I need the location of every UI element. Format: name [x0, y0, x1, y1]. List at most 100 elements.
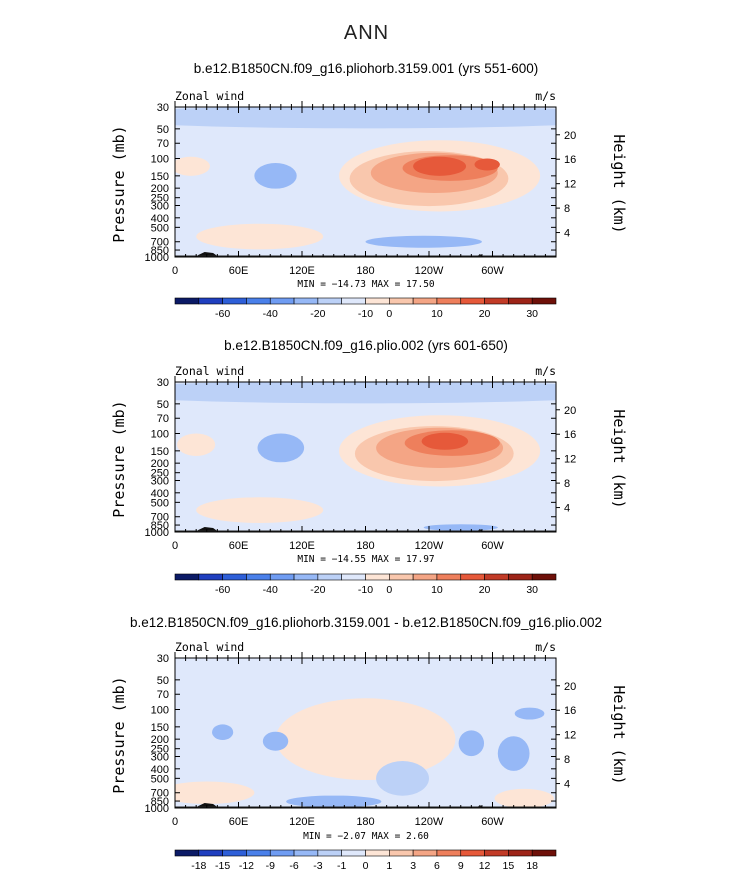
colorbar: -60 -40 -20 -10 0 10 20 30: [174, 297, 557, 320]
colorbar-label: 1: [386, 860, 392, 872]
y-tick-label: 70: [157, 138, 169, 150]
contour-region-6: [497, 736, 530, 771]
field-label: Zonal wind: [175, 364, 244, 378]
colorbar-box: [246, 849, 271, 857]
y-tick-label: 500: [151, 773, 169, 785]
y-axis-title: Pressure (mb): [110, 125, 128, 242]
y-tick-label: 500: [151, 497, 169, 509]
colorbar: -18 -15 -12 -9 -6 -3 -1 0 1 3 6 9 12 15 18: [174, 849, 557, 872]
colorbar-box: [222, 573, 247, 581]
colorbar-box: [246, 573, 271, 581]
colorbar-label: 0: [363, 860, 369, 872]
colorbar-box: [246, 297, 271, 305]
main-title: ANN: [343, 22, 390, 44]
x-tick-label: 60E: [229, 816, 249, 828]
contour-region-2: [286, 795, 382, 808]
x-tick-label: 180: [356, 265, 374, 277]
contour-region-11: [175, 156, 210, 176]
colorbar-label: -40: [263, 308, 278, 320]
colorbar-label: -6: [289, 860, 298, 872]
colorbar-box: [412, 849, 438, 857]
colorbar-label: -20: [310, 308, 325, 320]
colorbar-box: [317, 573, 342, 581]
colorbar-box: [460, 849, 485, 857]
x-tick-label: 120E: [289, 540, 315, 552]
y-tick-label: 400: [151, 488, 169, 500]
colorbar-label: -9: [266, 860, 275, 872]
y-tick-label: 50: [157, 124, 169, 136]
colorbar-box: [436, 297, 462, 305]
colorbar-box: [341, 297, 366, 305]
y-axis-title: Pressure (mb): [110, 400, 128, 517]
y-tick-label: 30: [157, 653, 169, 665]
colorbar-box: [412, 297, 438, 305]
contour-region-9: [175, 781, 255, 804]
colorbar-box: [317, 849, 342, 857]
contour-region-3: [262, 731, 289, 751]
colorbar-box: [341, 573, 366, 581]
colorbar-box: [389, 573, 414, 581]
colorbar-label: 10: [431, 308, 443, 320]
units-label: m/s: [535, 364, 556, 378]
colorbar-box: [460, 573, 485, 581]
colorbar-label: -60: [215, 584, 230, 596]
height-tick-label: 16: [564, 705, 576, 717]
min-max-stats: MIN = −2.07 MAX = 2.60: [303, 831, 429, 842]
colorbar-label: 15: [503, 860, 515, 872]
y-tick-label: 150: [151, 722, 169, 734]
y-tick-label: 200: [151, 458, 169, 470]
panel-1: b.e12.B1850CN.f09_g16.pliohorb.3159.001 …: [110, 61, 628, 320]
colorbar-box: [460, 297, 485, 305]
colorbar-box: [508, 573, 533, 581]
contour-fill: [175, 698, 554, 808]
y-tick-label: 700: [151, 512, 169, 524]
colorbar-box: [484, 297, 509, 305]
colorbar-box: [389, 849, 414, 857]
y-tick-label: 400: [151, 764, 169, 776]
y-tick-label: 300: [151, 475, 169, 487]
colorbar-box: [508, 297, 533, 305]
panel-title: b.e12.B1850CN.f09_g16.pliohorb.3159.001 …: [130, 615, 602, 630]
colorbar-box: [365, 297, 390, 305]
height-tick-label: 20: [564, 130, 576, 142]
y-tick-label: 400: [151, 213, 169, 225]
colorbar-label: -12: [239, 860, 254, 872]
colorbar-label: 9: [458, 860, 464, 872]
panel-title: b.e12.B1850CN.f09_g16.pliohorb.3159.001 …: [194, 61, 539, 76]
colorbar-box: [293, 573, 319, 581]
colorbar-box: [365, 573, 390, 581]
colorbar: -60 -40 -20 -10 0 10 20 30: [174, 573, 557, 596]
contour-region-8: [514, 707, 545, 720]
height-tick-label: 12: [564, 179, 576, 191]
colorbar-label: 12: [479, 860, 491, 872]
colorbar-label: -15: [215, 860, 230, 872]
contour-region-3: [196, 223, 324, 250]
colorbar-label: 20: [479, 308, 491, 320]
panel-3: b.e12.B1850CN.f09_g16.pliohorb.3159.001 …: [110, 615, 628, 872]
y2-axis-title: Height (km): [610, 134, 628, 233]
colorbar-box: [222, 849, 247, 857]
x-tick-label: 0: [172, 540, 178, 552]
x-tick-label: 120W: [415, 816, 444, 828]
x-tick-label: 60W: [481, 540, 504, 552]
y-tick-label: 50: [157, 399, 169, 411]
x-tick-label: 60W: [481, 265, 504, 277]
y-tick-label: 250: [151, 193, 169, 205]
x-tick-label: 60E: [229, 540, 249, 552]
colorbar-label: -10: [358, 308, 373, 320]
contour-fill: [175, 382, 556, 531]
y-tick-label: 700: [151, 237, 169, 249]
colorbar-label: 0: [386, 584, 392, 596]
height-tick-label: 12: [564, 730, 576, 742]
contour-region-7: [413, 156, 467, 176]
colorbar-label: -1: [337, 860, 346, 872]
field-label: Zonal wind: [175, 640, 244, 654]
y-tick-label: 250: [151, 744, 169, 756]
colorbar-box: [293, 849, 319, 857]
min-max-stats: MIN = −14.55 MAX = 17.97: [297, 554, 434, 565]
y-tick-label: 850: [151, 796, 169, 808]
y-tick-label: 200: [151, 734, 169, 746]
colorbar-box: [531, 573, 557, 581]
x-tick-label: 180: [356, 540, 374, 552]
colorbar-box: [341, 849, 366, 857]
